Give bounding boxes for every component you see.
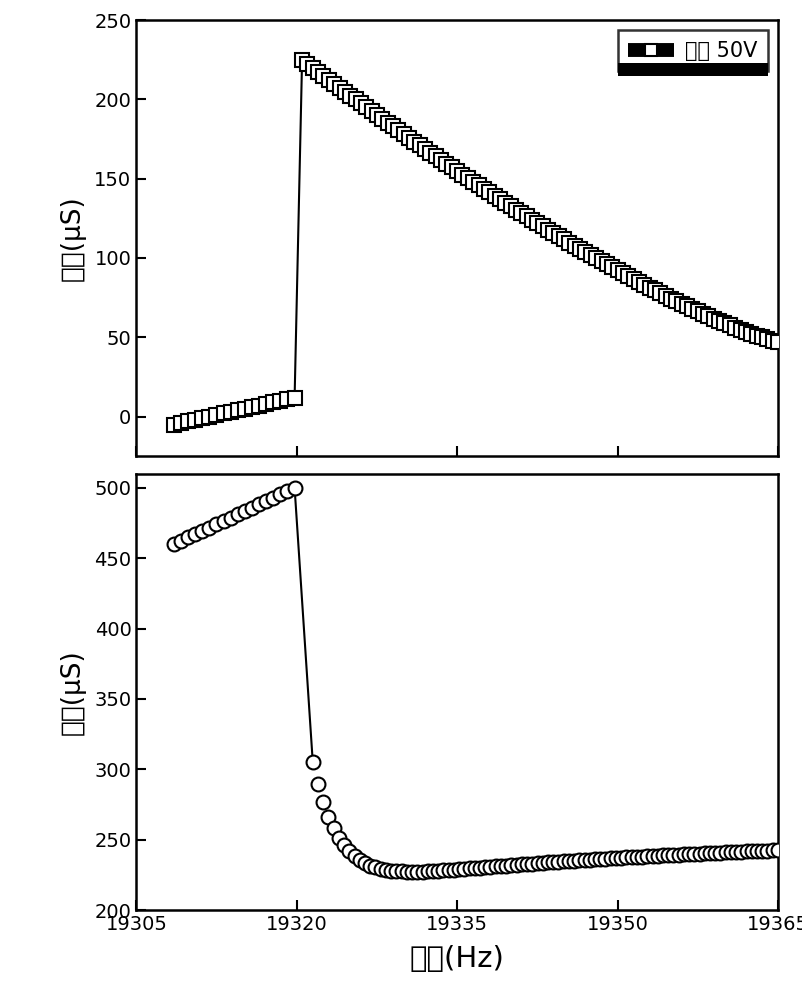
X-axis label: 频率(Hz): 频率(Hz)	[410, 945, 504, 973]
Y-axis label: 电纳(μS): 电纳(μS)	[60, 649, 86, 735]
Legend: 电压 50V: 电压 50V	[618, 30, 768, 71]
Bar	[618, 63, 768, 76]
Y-axis label: 电导(μS): 电导(μS)	[60, 195, 86, 281]
